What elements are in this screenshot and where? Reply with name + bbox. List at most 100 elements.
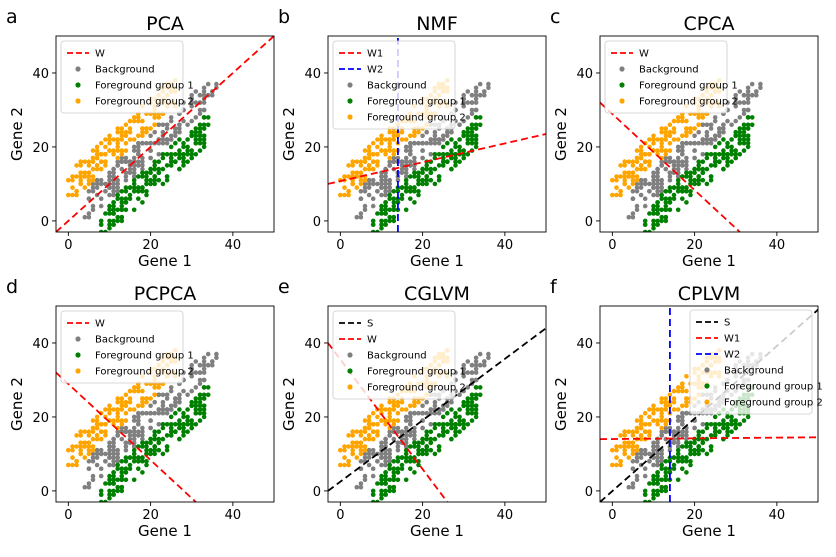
data-point	[383, 459, 388, 464]
data-point	[86, 440, 92, 446]
data-point	[638, 451, 644, 457]
data-point	[473, 92, 479, 98]
data-point	[395, 410, 401, 416]
data-point	[461, 148, 467, 153]
data-point	[432, 425, 438, 431]
data-point	[424, 140, 430, 146]
data-point	[148, 418, 153, 423]
data-point	[663, 473, 669, 479]
data-point	[366, 166, 372, 172]
data-point	[168, 403, 174, 409]
data-point	[655, 192, 660, 198]
data-point	[403, 455, 409, 460]
data-point	[708, 433, 714, 438]
data-point	[642, 451, 648, 457]
data-point	[663, 200, 669, 205]
data-point	[358, 181, 364, 187]
data-point	[634, 203, 640, 209]
data-point	[197, 148, 203, 153]
data-point	[684, 444, 689, 449]
data-point	[383, 203, 388, 209]
data-point	[663, 133, 669, 139]
y-axis-label: Gene 2	[552, 377, 570, 431]
data-point	[94, 181, 100, 187]
data-point	[469, 362, 475, 368]
data-point	[383, 473, 388, 479]
data-point	[103, 189, 108, 194]
data-point	[659, 144, 664, 150]
data-point	[197, 381, 203, 387]
legend-label: W2	[724, 350, 740, 361]
data-point	[457, 429, 462, 435]
data-point	[675, 115, 681, 120]
data-point	[144, 177, 149, 183]
data-point	[152, 177, 157, 183]
x-tick-label: 20	[414, 508, 431, 523]
data-point	[477, 122, 483, 128]
data-point	[473, 362, 479, 368]
data-point	[383, 462, 388, 468]
data-point	[119, 126, 125, 131]
data-point	[737, 89, 743, 94]
data-point	[86, 451, 92, 457]
data-point	[177, 436, 182, 442]
data-point	[630, 433, 636, 438]
data-point	[692, 155, 697, 161]
data-point	[634, 177, 640, 183]
data-point	[465, 152, 471, 157]
data-point	[663, 207, 669, 213]
data-point	[123, 129, 129, 135]
data-point	[659, 407, 664, 412]
data-point	[164, 433, 170, 438]
data-point	[725, 429, 730, 435]
data-point	[659, 488, 664, 494]
data-point	[160, 140, 166, 146]
data-point	[473, 126, 479, 131]
data-point	[366, 451, 372, 457]
data-point	[461, 399, 467, 405]
data-point	[123, 444, 129, 449]
data-point	[457, 422, 462, 427]
data-point	[131, 185, 137, 190]
data-point	[98, 436, 104, 442]
data-point	[177, 129, 182, 135]
data-point	[399, 170, 405, 176]
data-point	[197, 410, 203, 416]
data-point	[618, 189, 623, 194]
data-point	[399, 192, 405, 198]
data-point	[370, 203, 376, 209]
data-point	[160, 152, 166, 157]
data-point	[346, 174, 351, 179]
x-tick-label: 40	[769, 238, 786, 253]
data-point	[387, 189, 393, 194]
data-point	[201, 403, 207, 409]
data-point	[70, 192, 75, 198]
data-point	[370, 492, 376, 497]
data-point	[412, 440, 417, 446]
data-point	[659, 410, 664, 416]
data-point	[103, 429, 108, 435]
data-point	[395, 455, 401, 460]
data-point	[115, 418, 120, 423]
x-tick-label: 0	[336, 238, 344, 253]
data-point	[708, 444, 714, 449]
data-point	[140, 425, 145, 431]
data-point	[144, 396, 149, 401]
data-point	[350, 429, 356, 435]
data-point	[383, 422, 388, 427]
data-point	[181, 388, 186, 394]
data-point	[201, 410, 207, 416]
data-point	[469, 418, 475, 423]
data-point	[201, 126, 207, 131]
data-point	[119, 470, 125, 475]
data-point	[671, 137, 677, 142]
data-point	[123, 155, 129, 161]
y-axis-label: Gene 2	[280, 107, 298, 161]
data-point	[655, 207, 660, 213]
data-point	[725, 155, 730, 161]
data-point	[370, 140, 376, 146]
data-point	[680, 144, 685, 150]
data-point	[103, 459, 108, 464]
data-point	[90, 444, 96, 449]
data-point	[737, 129, 743, 135]
